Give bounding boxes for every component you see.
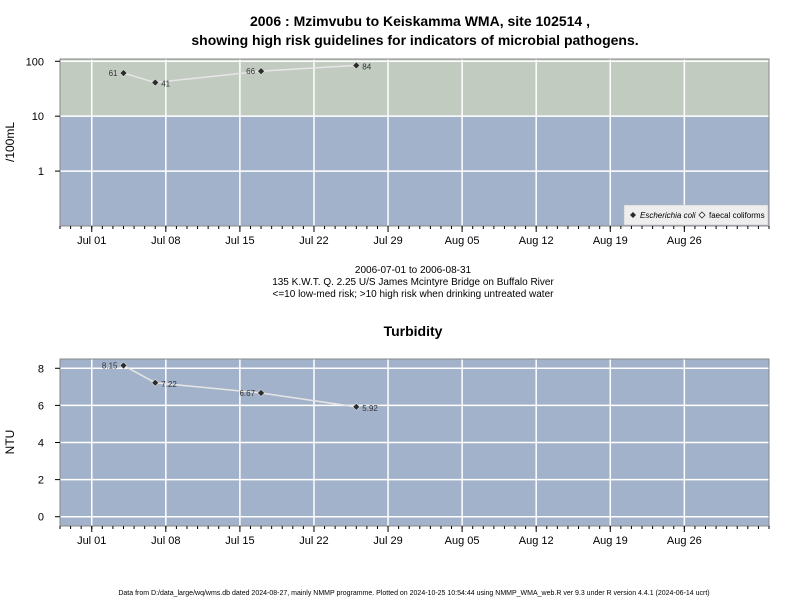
turbidity-gridlines [60,359,769,526]
ecoli-y-axis-title: /100mL [3,122,17,162]
data-label: 66 [246,67,255,76]
ecoli-x-axis: Jul 01 Jul 08 Jul 15 Jul 22 Jul 29 Aug 05 Aug … [59,226,770,247]
risk-guideline-note: <=10 low-med risk; >10 high risk when dr… [273,289,555,300]
chart-title-line2: showing high risk guidelines for indicat… [191,32,638,48]
data-label: 6.67 [239,389,255,398]
y-tick-label: 10 [32,111,44,123]
data-point [119,361,128,370]
turbidity-x-axis: Jul 01 Jul 08 Jul 15 Jul 22 Jul 29 Aug 05 Aug … [59,526,770,547]
footer-note: Data from D:/data_large/wq/wms.db dated … [118,590,709,597]
ecoli-plot-frame [59,58,770,227]
x-tick-label: Jul 29 [373,535,402,547]
x-tick-label: Aug 26 [667,235,702,247]
chart-title-line1: 2006 : Mzimvubu to Keiskamma WMA, site 1… [250,13,590,29]
y-tick-label: 2 [38,475,44,487]
data-label: 5.92 [362,404,378,413]
x-tick-label: Aug 12 [519,235,554,247]
data-point [257,67,265,76]
series-line [123,364,357,408]
y-tick-label: 0 [38,512,44,524]
data-point [119,69,128,77]
ecoli-series: 61 41 66 84 [109,61,372,89]
legend-label-faecal-coliforms: faecal coliforms [709,211,765,220]
turbidity-chart-panel: 0 2 4 6 8 Jul 01 Jul 08 Jul 15 Jul 22 Jul 29 Aug … [3,358,770,547]
legend: Escherichia coli faecal coliforms [623,204,769,226]
y-tick-label: 1 [38,166,44,178]
x-tick-label: Aug 05 [445,535,480,547]
data-label: 84 [362,62,371,71]
data-point [352,61,361,70]
x-tick-label: Aug 26 [667,535,702,547]
data-label: 7.22 [161,380,177,389]
x-tick-label: Jul 29 [373,235,402,247]
x-tick-label: Aug 05 [445,235,480,247]
legend-box [623,204,769,226]
legend-filled-diamond-icon [630,212,636,218]
x-tick-label: Jul 22 [299,535,328,547]
x-tick-label: Jul 01 [77,235,106,247]
legend-label-ecoli: Escherichia coli [640,211,696,220]
data-point [151,378,160,387]
legend-open-diamond-icon [698,211,706,219]
ecoli-y-axis: 1 10 100 [26,56,60,178]
x-tick-label: Jul 15 [225,535,254,547]
turbidity-title: Turbidity [384,323,443,339]
high-risk-band [60,59,769,117]
data-point [352,402,361,411]
series-line [123,64,357,84]
y-tick-label: 100 [26,56,44,68]
x-tick-label: Jul 01 [77,535,106,547]
ecoli-gridlines [60,59,769,226]
turbidity-y-axis-title: NTU [3,430,17,455]
y-tick-label: 8 [38,363,44,375]
data-point [257,389,265,397]
site-description-note: 135 K.W.T. Q. 2.25 U/S James Mcintyre Br… [272,277,554,288]
y-tick-label: 6 [38,400,44,412]
x-tick-label: Aug 19 [593,535,628,547]
ecoli-chart-panel: 1 10 100 Jul 01 Jul 08 Jul 15 Jul 22 Jul 29 Aug… [3,56,770,247]
data-label: 8.15 [102,361,118,370]
data-label: 41 [161,80,170,89]
date-range-note: 2006-07-01 to 2006-08-31 [355,265,472,276]
data-label: 61 [109,69,118,78]
y-tick-label: 4 [38,438,44,450]
x-tick-label: Aug 12 [519,535,554,547]
data-point [151,78,160,87]
turbidity-series: 8.15 7.22 6.67 5.92 [102,361,379,412]
turbidity-y-axis: 0 2 4 6 8 [38,363,60,524]
x-tick-label: Jul 15 [225,235,254,247]
x-tick-label: Aug 19 [593,235,628,247]
x-tick-label: Jul 08 [151,235,180,247]
x-tick-label: Jul 08 [151,535,180,547]
x-tick-label: Jul 22 [299,235,328,247]
